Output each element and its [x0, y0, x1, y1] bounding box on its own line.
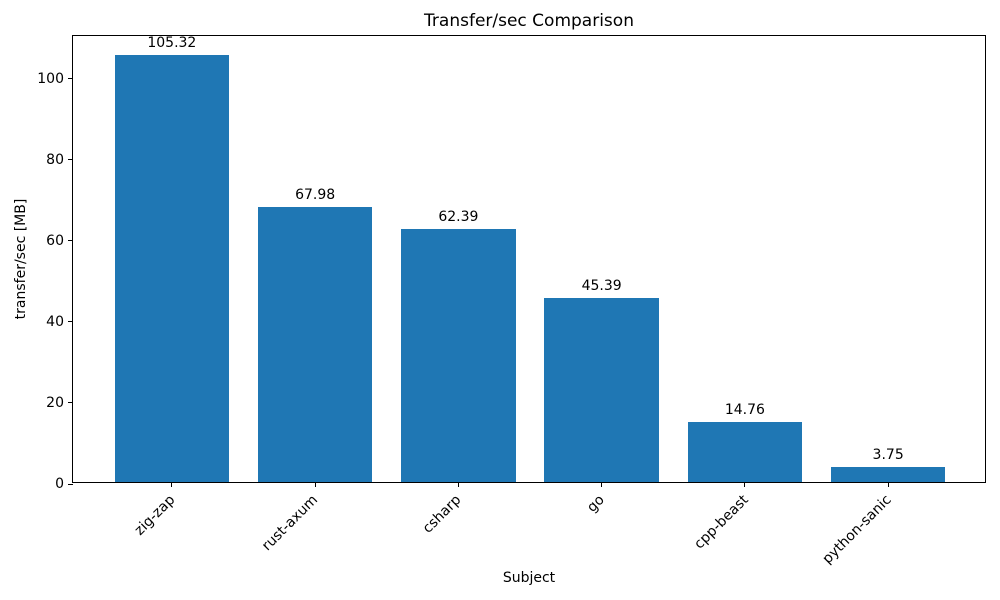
x-tick	[887, 482, 889, 487]
y-tick-label: 40	[46, 313, 64, 330]
y-tick	[68, 78, 73, 80]
bar-rust-axum	[257, 206, 373, 482]
bar-value-label: 3.75	[872, 446, 904, 463]
y-tick	[68, 483, 73, 485]
bar-value-label: 45.39	[581, 278, 622, 295]
bar-value-label: 105.32	[147, 35, 197, 52]
x-tick	[744, 482, 746, 487]
x-axis-label: Subject	[502, 570, 556, 586]
x-tick	[601, 482, 603, 487]
x-tick	[457, 482, 459, 487]
y-tick	[68, 159, 73, 161]
y-tick-label: 60	[46, 232, 64, 249]
x-tick-label: zig-zap	[131, 492, 179, 539]
bar-value-label: 62.39	[438, 209, 479, 226]
y-tick-label: 20	[46, 394, 64, 411]
bar-csharp	[401, 229, 516, 482]
chart-title: Transfer/sec Comparison	[424, 11, 634, 31]
y-tick	[68, 240, 73, 242]
bar-cpp-beast	[687, 422, 803, 482]
bar-value-label: 67.98	[295, 186, 336, 203]
y-tick-label: 100	[37, 70, 64, 87]
x-tick-label: go	[584, 492, 608, 516]
y-tick	[68, 321, 73, 323]
y-tick-label: 80	[46, 151, 64, 168]
x-tick-label: cpp-beast	[690, 492, 752, 553]
x-tick	[314, 482, 316, 487]
y-axis-label: transfer/sec [MB]	[13, 198, 29, 320]
bar-go	[544, 298, 659, 482]
x-tick	[171, 482, 173, 487]
bar-value-label: 14.76	[724, 402, 765, 419]
x-tick-label: csharp	[420, 492, 465, 537]
bar-python-sanic	[830, 466, 946, 482]
plot-area: 0 20 40 60 80 100 105.32 zig-zap 67.98 rust-axum 6…	[37, 35, 986, 567]
x-tick-label: python-sanic	[819, 492, 895, 568]
y-tick	[68, 402, 73, 404]
bar-zig-zap	[114, 55, 230, 482]
x-tick-label: rust-axum	[259, 492, 322, 555]
y-tick-label: 0	[55, 476, 64, 492]
